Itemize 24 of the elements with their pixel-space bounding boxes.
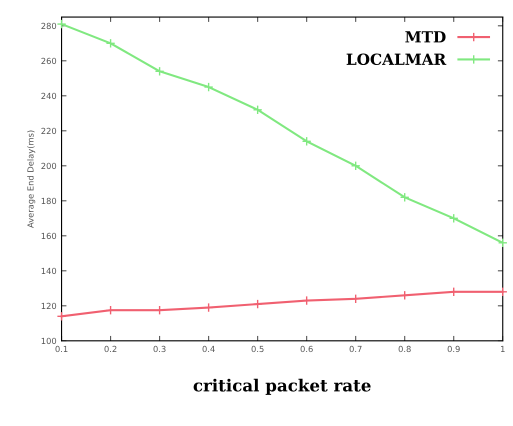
y-tick-label: 220 xyxy=(41,128,56,134)
legend-label: LOCALMAR xyxy=(346,53,446,66)
x-tick-label: 0.7 xyxy=(350,346,362,352)
x-tick-label: 0.2 xyxy=(104,346,116,352)
y-tick-label: 260 xyxy=(41,58,56,64)
y-tick-label: 120 xyxy=(42,302,56,310)
y-axis-title: Average End Delay(ms) xyxy=(27,130,36,228)
x-axis-title: critical packet rate xyxy=(194,378,371,395)
x-tick-label: 0.4 xyxy=(202,346,215,352)
y-tick-label: 240 xyxy=(41,92,56,100)
x-tick-label: 0.1 xyxy=(55,346,68,352)
x-tick-label: 0.5 xyxy=(252,346,264,352)
y-tick-label: 180 xyxy=(42,198,56,204)
x-tick-label: 0.6 xyxy=(300,346,313,352)
x-tick-label: 0.9 xyxy=(448,346,460,352)
y-tick-label: 140 xyxy=(42,268,56,274)
legend-label: MTD xyxy=(405,31,446,42)
x-tick-label: 0.8 xyxy=(398,346,411,352)
y-tick-label: 200 xyxy=(41,162,56,170)
x-tick-label: 1 xyxy=(501,346,505,352)
x-tick-label: 0.3 xyxy=(154,346,166,352)
y-tick-label: 100 xyxy=(42,338,56,344)
y-tick-label: 160 xyxy=(42,232,56,240)
y-tick-label: 280 xyxy=(41,22,56,30)
